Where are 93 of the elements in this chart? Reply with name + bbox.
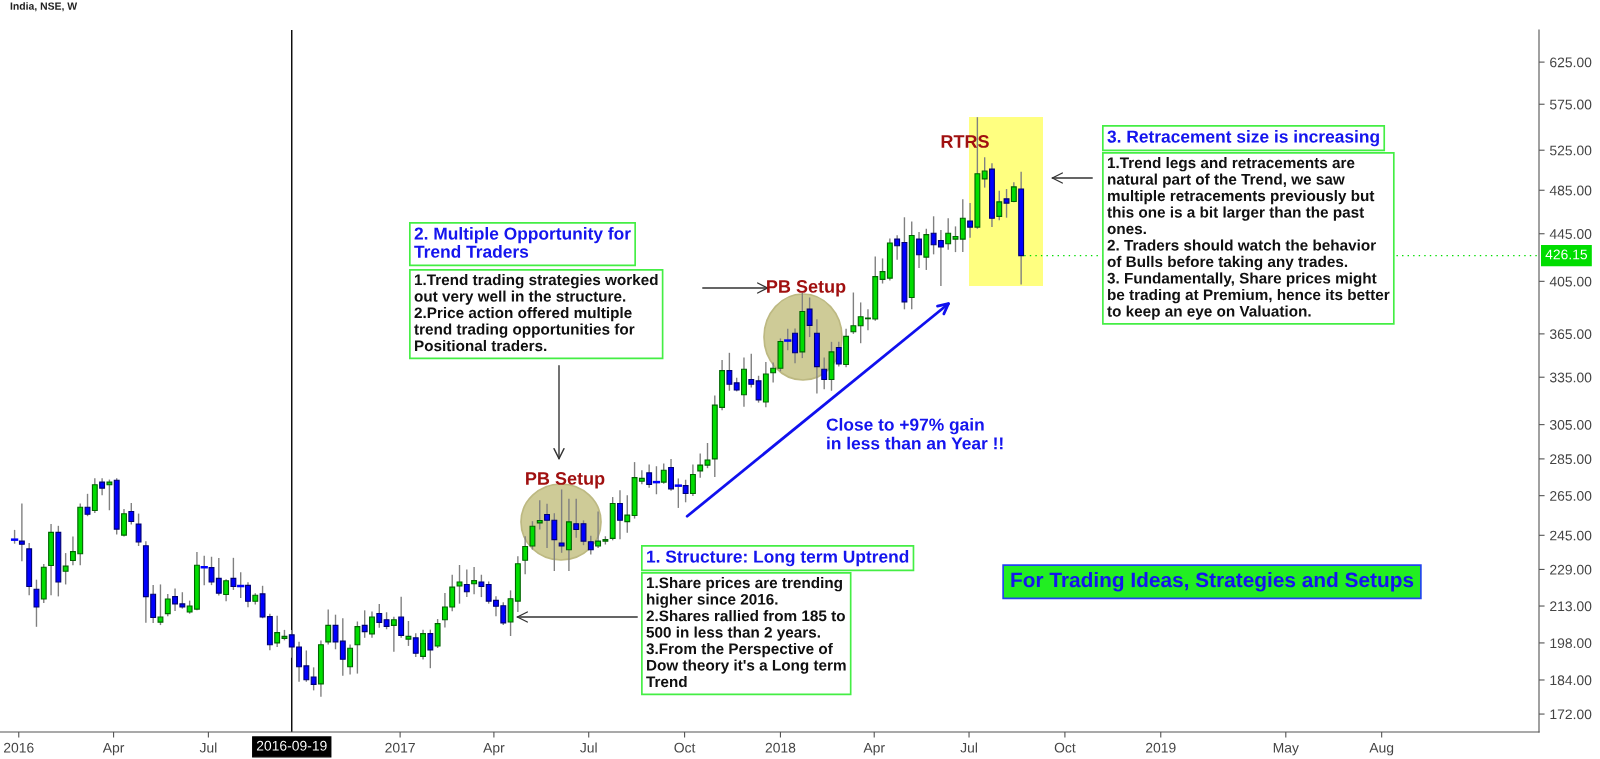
annotation: For Trading Ideas, Strategies and Setups [1011, 572, 1414, 592]
candlestick [325, 609, 332, 645]
x-tick-label: 2018 [765, 742, 796, 753]
candlestick [434, 619, 441, 648]
candlestick [62, 553, 69, 585]
x-tick-label: Apr [102, 742, 125, 756]
y-tick-label: 625.00 [1550, 57, 1592, 68]
candlestick [996, 190, 1003, 221]
annotation: 1.Share prices are trending higher since 2016. 2.Shares rallied from 185 to 500 in less than 2 years. 3.From the Perspective of Dow theory it's a Long term Trend [646, 577, 846, 688]
y-tick-label: 184.00 [1550, 675, 1592, 686]
y-tick-label: 575.00 [1549, 99, 1592, 110]
ref-line-label: 2016-09-19 [256, 740, 327, 751]
text: 1.Trend legs and retracements are natural part of the Trend, we saw multiple retracements previously but this one is a bit larger than the past ones. 2. Traders should watch the behavior of Bulls before taking any trades. 3. Fundamentally, Share prices might be trading at Premium, hence its better to keep an eye on Valuation. [1107, 157, 1390, 320]
y-tick-label: 405.00 [1549, 276, 1592, 287]
candlestick [354, 621, 361, 674]
candlestick [412, 633, 419, 658]
x-tick-label: 2016 [4, 742, 34, 753]
annotation: RTRS [941, 135, 989, 148]
candlestick [463, 569, 470, 598]
x-tick-label: Apr [863, 742, 885, 756]
candlestick [850, 292, 857, 334]
y-tick-label: 365.00 [1549, 329, 1592, 340]
candlestick [361, 610, 368, 638]
y-tick-label: 172.00 [1550, 709, 1592, 720]
x-tick-label: Apr [483, 742, 505, 756]
candlestick [726, 352, 733, 391]
candlestick [135, 513, 142, 546]
candlestick [536, 500, 543, 530]
candlestick [33, 579, 40, 627]
chart-title: India, NSE, W [10, 2, 78, 12]
y-tick-label: 245.00 [1550, 530, 1592, 541]
candlestick [223, 579, 230, 602]
candlestick [806, 297, 813, 338]
candlestick [398, 596, 405, 638]
candlestick [923, 228, 930, 270]
candlestick [84, 493, 91, 517]
x-tick-label: Jul [960, 742, 977, 753]
annotation: PB Setup [526, 472, 605, 489]
candlestick [558, 489, 565, 553]
x-tick-label: Aug [1369, 742, 1394, 756]
y-tick-label: 198.00 [1550, 638, 1592, 649]
candlestick [1003, 189, 1010, 218]
candlestick [660, 463, 667, 484]
candlestick [835, 341, 842, 367]
candlestick [121, 508, 127, 537]
candlestick [916, 231, 922, 269]
candlestick [981, 157, 988, 188]
ref-line-label: 426.15 [1545, 249, 1588, 260]
x-tick-label: 2017 [385, 742, 415, 753]
x-tick-label: 2019 [1146, 742, 1176, 753]
candlestick [456, 564, 463, 604]
y-tick-label: 335.00 [1549, 372, 1592, 383]
candlestick [617, 490, 623, 540]
candlestick [128, 503, 135, 525]
candlestick [624, 495, 631, 533]
annotation: 2. Multiple Opportunity for Trend Traders [414, 227, 631, 258]
x-tick-label: Jul [199, 742, 217, 753]
candlestick [478, 574, 485, 598]
candlestick [164, 594, 171, 617]
candlestick [1010, 182, 1017, 203]
candlestick [106, 479, 113, 511]
candlestick [755, 375, 762, 403]
x-tick-label: May [1273, 742, 1299, 756]
y-tick-label: 229.00 [1550, 564, 1592, 575]
candlestick [821, 357, 828, 390]
y-tick-label: 305.00 [1549, 419, 1592, 430]
candlestick [967, 203, 974, 238]
x-tick-label: Oct [1054, 742, 1076, 753]
candlestick [390, 616, 397, 652]
x-tick-label: Jul [580, 742, 597, 753]
annotation: Close to +97% gain in less than an Year !! [826, 418, 1003, 450]
y-tick-label: 285.00 [1550, 454, 1592, 465]
candlestick [347, 644, 354, 675]
y-tick-label: 485.00 [1549, 185, 1592, 196]
candlestick [689, 464, 696, 496]
candlestick [157, 584, 164, 626]
candlestick [427, 629, 434, 669]
annotation: 1. Structure: Long term Uptrend [647, 550, 909, 567]
annotation: 3. Retracement size is increasing [1107, 130, 1379, 147]
y-tick-label: 265.00 [1550, 490, 1592, 501]
x-tick-label: Oct [674, 742, 696, 753]
y-tick-label: 213.00 [1550, 601, 1592, 612]
candlestick [471, 566, 478, 595]
annotation: 1.Trend trading strategies worked out very well in the structure. 2.Price action offered multiple trend trading opportunities for Positional traders. [414, 274, 658, 352]
candlestick [405, 620, 412, 646]
candlestick [369, 611, 375, 638]
y-tick-label: 445.00 [1549, 229, 1592, 239]
candlestick [420, 629, 426, 660]
y-tick-label: 525.00 [1549, 145, 1592, 156]
candlestick [310, 667, 317, 691]
annotation: PB Setup [767, 280, 846, 297]
candlestick [748, 353, 755, 388]
candlestick [376, 603, 383, 628]
